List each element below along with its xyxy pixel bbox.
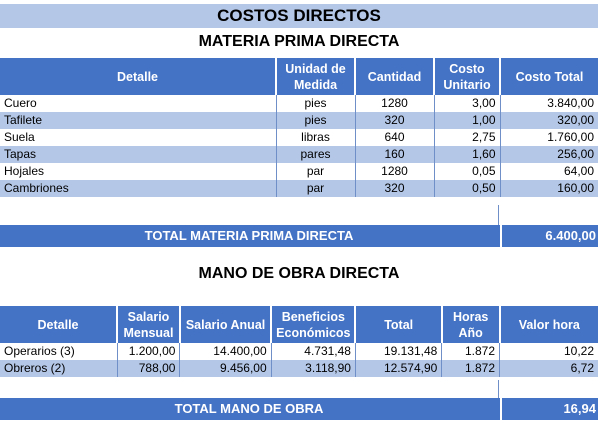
header-horas-ano: Horas Año [440, 306, 500, 343]
cell-costo-total: 160,00 [499, 180, 598, 197]
total-materia-prima-label: TOTAL MATERIA PRIMA DIRECTA [144, 228, 354, 243]
table-row: Tafilete pies 320 1,00 320,00 [0, 112, 598, 129]
cell-costo-unitario: 3,00 [433, 95, 500, 112]
cell-salario-anual: 14.400,00 [179, 343, 272, 360]
table-row: Tapas pares 160 1,60 256,00 [0, 146, 598, 163]
table-row: Operarios (3) 1.200,00 14.400,00 4.731,4… [0, 343, 598, 360]
cell-costo-unitario: 0,50 [433, 180, 500, 197]
header-valor-hora: Valor hora [498, 306, 598, 343]
cell-cantidad: 640 [354, 129, 434, 146]
table-row: Hojales par 1280 0,05 64,00 [0, 163, 598, 180]
cell-detalle: Tapas [0, 146, 276, 163]
cell-detalle: Suela [0, 129, 276, 146]
total-mano-obra-value: 16,94 [500, 398, 598, 420]
header-total: Total [354, 306, 442, 343]
mano-obra-heading: MANO DE OBRA DIRECTA [198, 265, 400, 282]
cell-salario-mensual: 1.200,00 [116, 343, 180, 360]
cell-detalle: Hojales [0, 163, 276, 180]
cell-unidad: pares [275, 146, 355, 163]
total-materia-prima-bar: TOTAL MATERIA PRIMA DIRECTA 6.400,00 [0, 225, 598, 247]
header-unidad-medida: Unidad de Medida [275, 58, 355, 95]
column-divider [498, 380, 499, 398]
cell-unidad: libras [275, 129, 355, 146]
header-costo-unitario: Costo Unitario [433, 58, 500, 95]
column-divider [498, 205, 499, 225]
cell-costo-unitario: 0,05 [433, 163, 500, 180]
total-mano-obra-label: TOTAL MANO DE OBRA [174, 401, 324, 416]
header-salario-anual: Salario Anual [178, 306, 272, 343]
cell-unidad: pies [275, 112, 355, 129]
cell-horas-ano: 1.872 [441, 343, 500, 360]
cell-salario-anual: 9.456,00 [179, 360, 272, 377]
cell-cantidad: 320 [354, 180, 434, 197]
cell-detalle: Tafilete [0, 112, 276, 129]
materia-prima-heading: MATERIA PRIMA DIRECTA [198, 33, 400, 50]
cell-valor-hora: 10,22 [499, 343, 598, 360]
cell-costo-total: 3.840,00 [499, 95, 598, 112]
cell-costo-total: 320,00 [499, 112, 598, 129]
cell-costo-total: 64,00 [499, 163, 598, 180]
materia-prima-table: Detalle Unidad de Medida Cantidad Costo … [0, 58, 598, 197]
cell-unidad: pies [275, 95, 355, 112]
cell-detalle: Cambriones [0, 180, 276, 197]
header-cantidad: Cantidad [354, 58, 434, 95]
cell-beneficios: 3.118,90 [270, 360, 356, 377]
header-costo-total: Costo Total [499, 58, 598, 95]
table-row: Obreros (2) 788,00 9.456,00 3.118,90 12.… [0, 360, 598, 377]
header-detalle: Detalle [0, 306, 117, 343]
cell-unidad: par [275, 180, 355, 197]
cell-salario-mensual: 788,00 [116, 360, 180, 377]
cell-valor-hora: 6,72 [499, 360, 598, 377]
cell-total: 19.131,48 [354, 343, 442, 360]
total-materia-prima-value: 6.400,00 [500, 225, 598, 247]
materia-prima-header-row: Detalle Unidad de Medida Cantidad Costo … [0, 58, 598, 95]
cell-horas-ano: 1.872 [441, 360, 500, 377]
table-row: Cambriones par 320 0,50 160,00 [0, 180, 598, 197]
total-mano-obra-bar: TOTAL MANO DE OBRA 16,94 [0, 398, 598, 420]
cell-cantidad: 1280 [354, 163, 434, 180]
cell-cantidad: 160 [354, 146, 434, 163]
cell-unidad: par [275, 163, 355, 180]
header-beneficios: Beneficios Económicos [270, 306, 356, 343]
header-salario-mensual: Salario Mensual [116, 306, 180, 343]
cell-cantidad: 1280 [354, 95, 434, 112]
table-row: Cuero pies 1280 3,00 3.840,00 [0, 95, 598, 112]
header-detalle: Detalle [0, 58, 276, 95]
cell-total: 12.574,90 [354, 360, 442, 377]
cell-beneficios: 4.731,48 [270, 343, 356, 360]
cell-costo-unitario: 2,75 [433, 129, 500, 146]
table-row: Suela libras 640 2,75 1.760,00 [0, 129, 598, 146]
cell-costo-total: 1.760,00 [499, 129, 598, 146]
cell-cantidad: 320 [354, 112, 434, 129]
mano-obra-table: Detalle Salario Mensual Salario Anual Be… [0, 306, 598, 377]
cell-costo-unitario: 1,60 [433, 146, 500, 163]
page-title: COSTOS DIRECTOS [0, 4, 598, 28]
cell-costo-total: 256,00 [499, 146, 598, 163]
cell-detalle: Obreros (2) [0, 360, 117, 377]
cell-detalle: Cuero [0, 95, 276, 112]
cell-detalle: Operarios (3) [0, 343, 117, 360]
cell-costo-unitario: 1,00 [433, 112, 500, 129]
mano-obra-header-row: Detalle Salario Mensual Salario Anual Be… [0, 306, 598, 343]
